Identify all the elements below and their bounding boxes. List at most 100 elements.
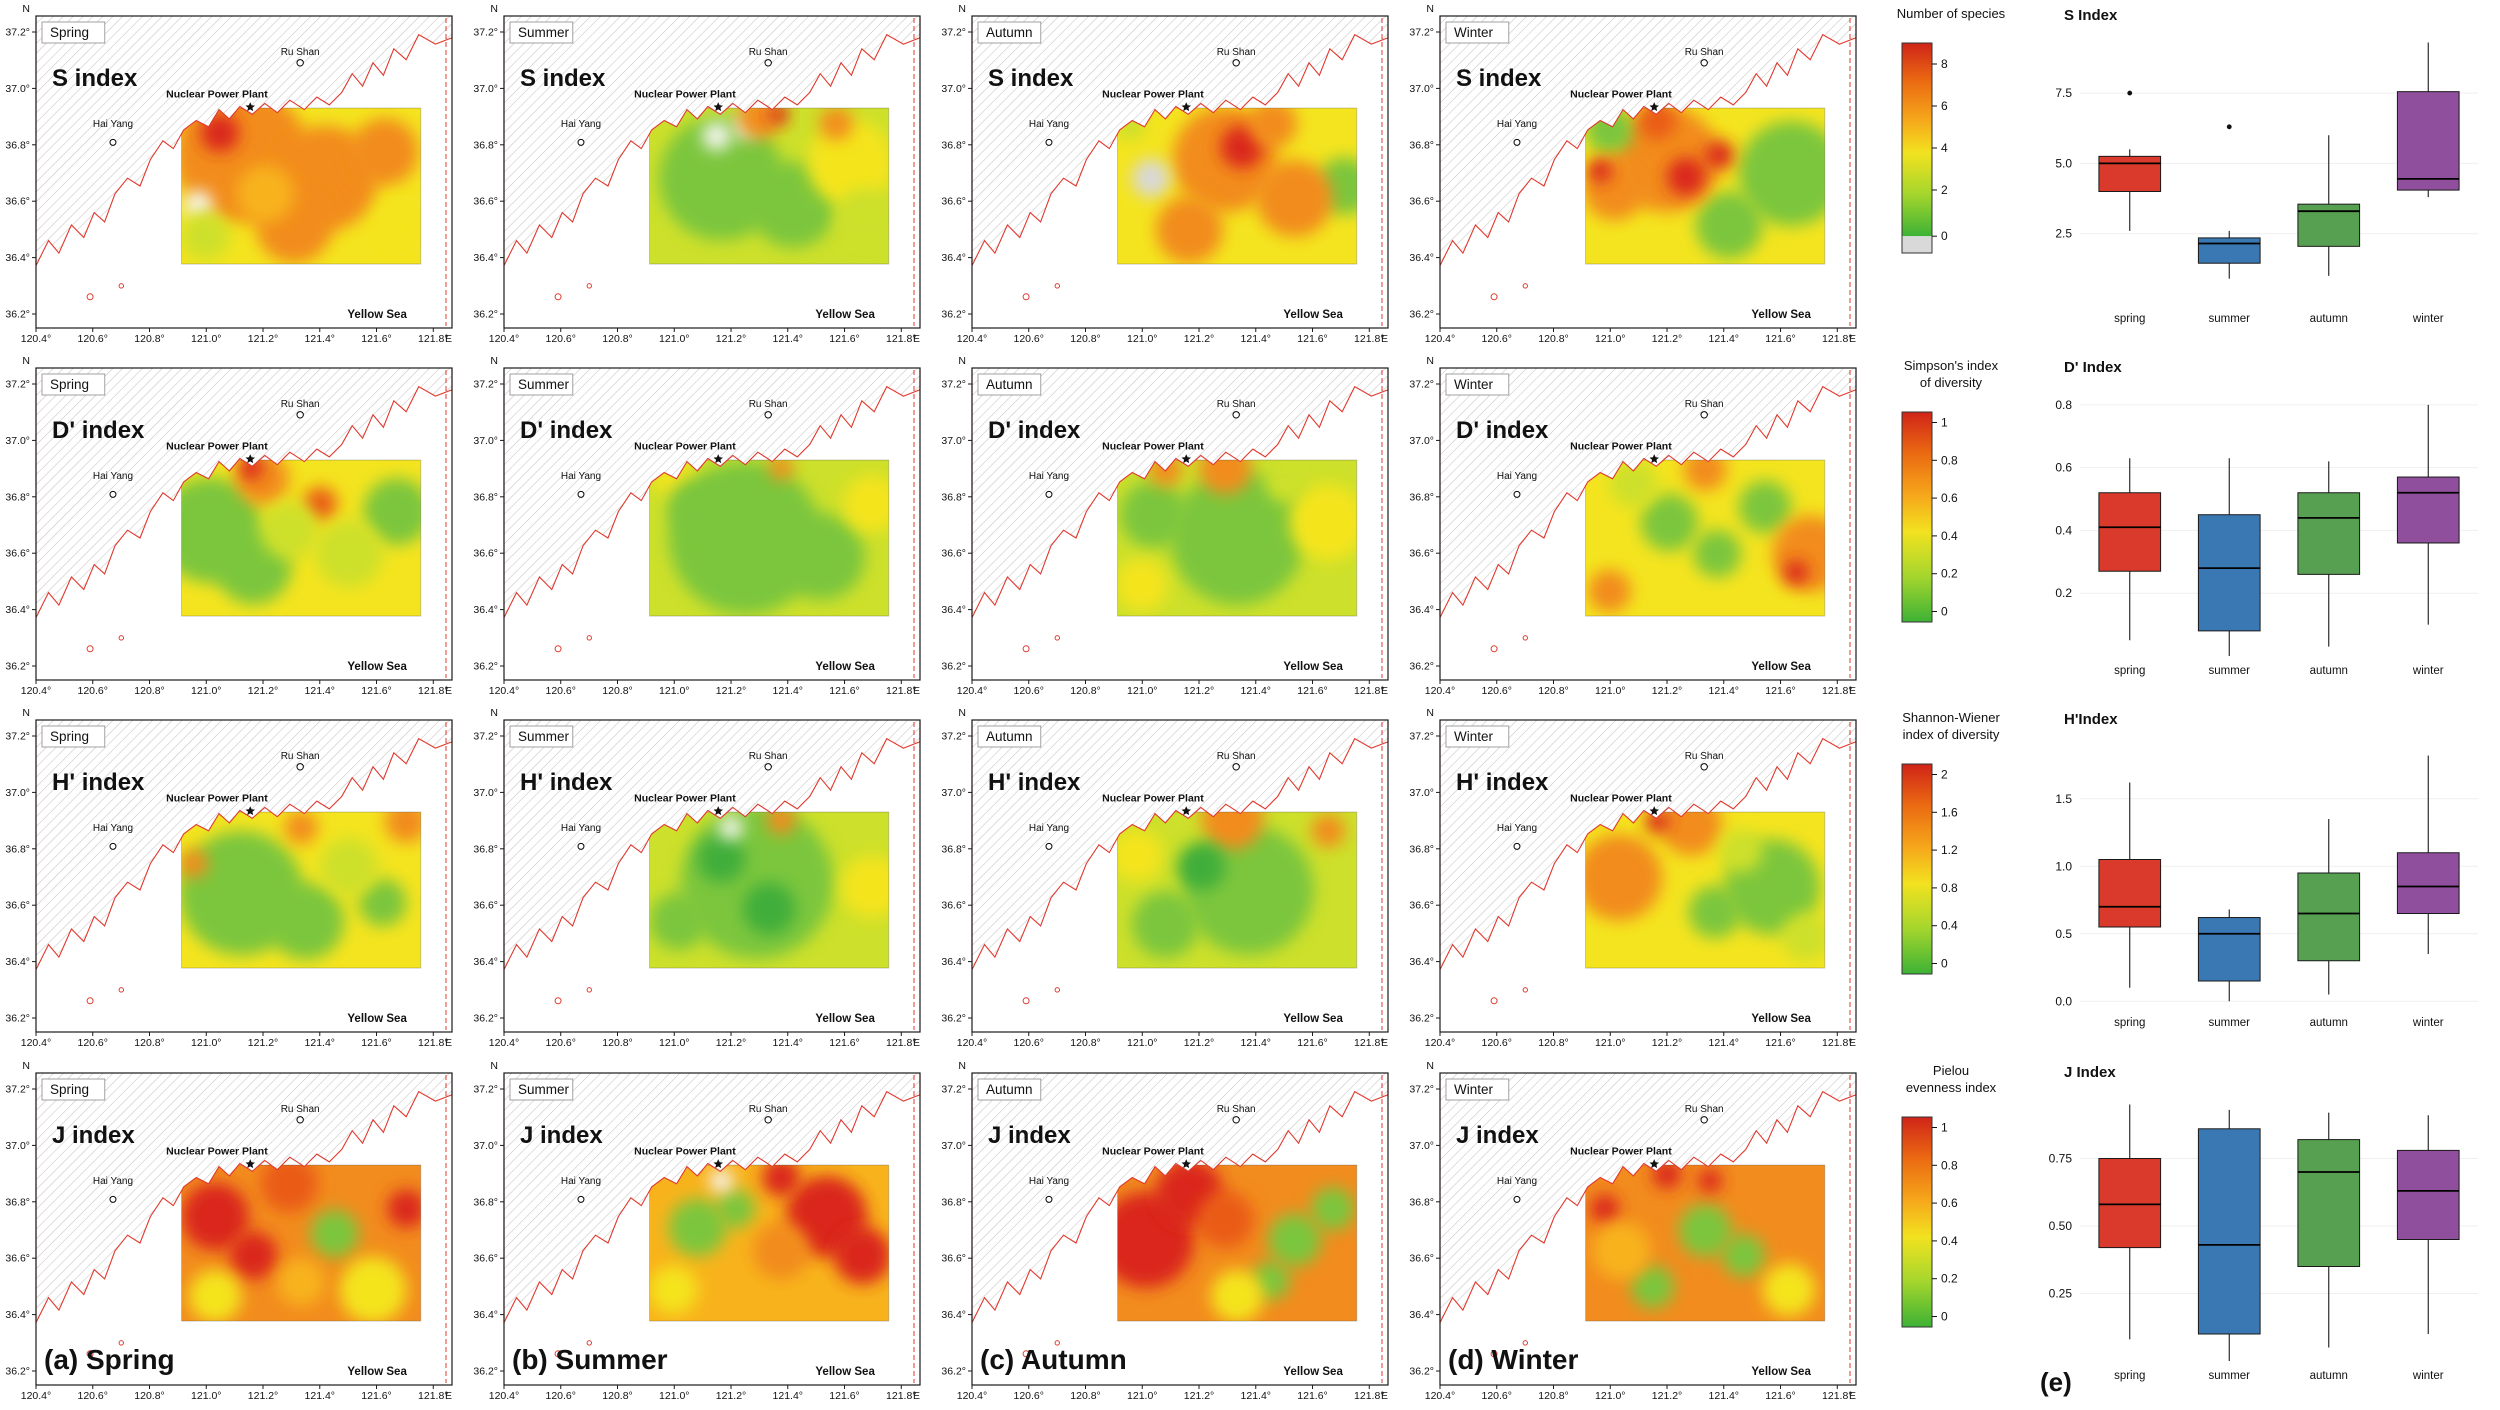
map-svg: 120.4° 120.6° 120.8° 121.0° 121.2° 121.4° 121.… [1409,3,1857,345]
x-axis-suffix: E [1849,685,1856,697]
island [586,987,592,993]
y-tick-label: 37.2° [5,27,30,39]
hai-yang-label: Hai Yang [561,471,601,482]
x-tick-label: 121.6° [829,685,859,697]
land-area [503,719,921,970]
land-area [35,367,453,618]
ru-shan-label: Ru Shan [749,399,788,410]
x-tick-label: 121.2° [1652,333,1682,345]
map-border [1439,719,1857,1033]
y-tick-label: 37.0° [941,83,966,95]
legend-tick-label: 0.8 [1941,453,1958,467]
x-category-label: spring [2114,1017,2145,1029]
x-tick-label: 121.4° [773,1390,803,1402]
index-label: D' index [52,417,145,444]
y-tick-label: 36.4° [941,252,966,264]
season-label: Winter [1454,1082,1494,1097]
y-tick-label: 37.0° [941,1140,966,1152]
x-tick-label: 121.0° [659,1037,689,1049]
hai-yang-marker [109,842,117,850]
nuclear-plant-label: Nuclear Power Plant [166,1146,268,1158]
x-tick-label: 121.8° [1354,685,1384,697]
y-tick-label: 36.6° [941,900,966,912]
island [1054,635,1060,641]
map-border [1439,1072,1857,1386]
x-tick-label: 120.8° [1538,333,1568,345]
nuclear-plant-label: Nuclear Power Plant [634,793,736,805]
contour-field [1117,108,1357,265]
yellow-sea-label: Yellow Sea [347,309,407,321]
y-tick-label: 36.6° [941,196,966,208]
ru-shan-label: Ru Shan [749,751,788,762]
x-tick-label: 120.6° [1014,1037,1044,1049]
map-svg: 120.4° 120.6° 120.8° 121.0° 121.2° 121.4° 121.… [5,707,453,1049]
land-area [503,1072,921,1323]
x-category-label: winter [2412,313,2444,325]
yellow-sea-label: Yellow Sea [1283,661,1343,673]
x-tick-label: 121.4° [773,685,803,697]
map-svg: 120.4° 120.6° 120.8° 121.0° 121.2° 121.4° 121.… [473,1060,921,1402]
island [86,997,94,1005]
ru-shan-label: Ru Shan [1685,399,1724,410]
y-tick-label: 2.5 [2055,227,2072,241]
y-tick-label: 37.0° [1409,435,1434,447]
season-label: Summer [518,1082,570,1097]
boxplot-svg: D' Index 0.2 0.4 0.6 0.8 spring summer autumn wi… [2055,359,2478,677]
x-tick-label: 121.0° [191,333,221,345]
island [1490,293,1498,301]
y-tick-label: 36.8° [1409,491,1434,503]
y-tick-label: 36.6° [5,1253,30,1265]
nuclear-plant-label: Nuclear Power Plant [634,441,736,453]
x-tick-label: 120.4° [489,1037,519,1049]
contour-field [1117,460,1357,617]
x-tick-label: 121.0° [1127,333,1157,345]
y-tick-label: 37.0° [5,435,30,447]
map-panel-h-index-winter: 120.4° 120.6° 120.8° 121.0° 121.2° 121.4° 121.… [1404,704,1872,1056]
y-axis-suffix: N [22,1060,30,1072]
x-tick-label: 120.8° [134,1390,164,1402]
x-tick-label: 121.0° [191,685,221,697]
y-tick-label: 36.8° [1409,843,1434,855]
x-tick-label: 120.4° [957,1390,987,1402]
ru-shan-marker [296,411,304,419]
season-box [977,21,1042,44]
x-tick-label: 121.2° [716,1390,746,1402]
season-label: Summer [518,25,570,40]
x-category-label: autumn [2310,1017,2348,1029]
y-axis-suffix: N [1426,3,1434,15]
x-tick-label: 120.8° [1538,1390,1568,1402]
ru-shan-label: Ru Shan [1217,1104,1256,1115]
nuclear-plant-label: Nuclear Power Plant [166,793,268,805]
island [86,645,94,653]
yellow-sea-label: Yellow Sea [347,1366,407,1378]
hai-yang-label: Hai Yang [1497,471,1537,482]
hai-yang-marker [1513,490,1521,498]
hai-yang-marker [577,842,585,850]
ru-shan-label: Ru Shan [281,399,320,410]
x-tick-label: 120.8° [1070,333,1100,345]
y-tick-label: 36.8° [5,491,30,503]
y-tick-label: 0.8 [2055,398,2072,412]
x-tick-label: 120.8° [1538,1037,1568,1049]
x-tick-label: 121.8° [1822,1390,1852,1402]
x-tick-label: 120.4° [489,685,519,697]
y-tick-label: 36.4° [473,252,498,264]
outlier-dot [2226,124,2232,130]
x-tick-label: 121.4° [1241,1037,1271,1049]
y-tick-label: 36.8° [1409,1196,1434,1208]
x-category-label: spring [2114,1370,2145,1382]
index-label: S index [988,65,1074,92]
box-summer [2197,237,2261,264]
yellow-sea-label: Yellow Sea [1751,309,1811,321]
x-category-label: autumn [2310,313,2348,325]
x-tick-label: 121.4° [1709,685,1739,697]
x-tick-label: 121.0° [659,685,689,697]
season-label: Autumn [986,1082,1033,1097]
x-tick-label: 120.4° [21,1037,51,1049]
y-tick-label: 36.4° [1409,604,1434,616]
island [1022,997,1030,1005]
map-svg: 120.4° 120.6° 120.8° 121.0° 121.2° 121.4° 121.… [941,355,1389,697]
season-box [41,21,106,44]
y-tick-label: 0.6 [2055,461,2072,475]
